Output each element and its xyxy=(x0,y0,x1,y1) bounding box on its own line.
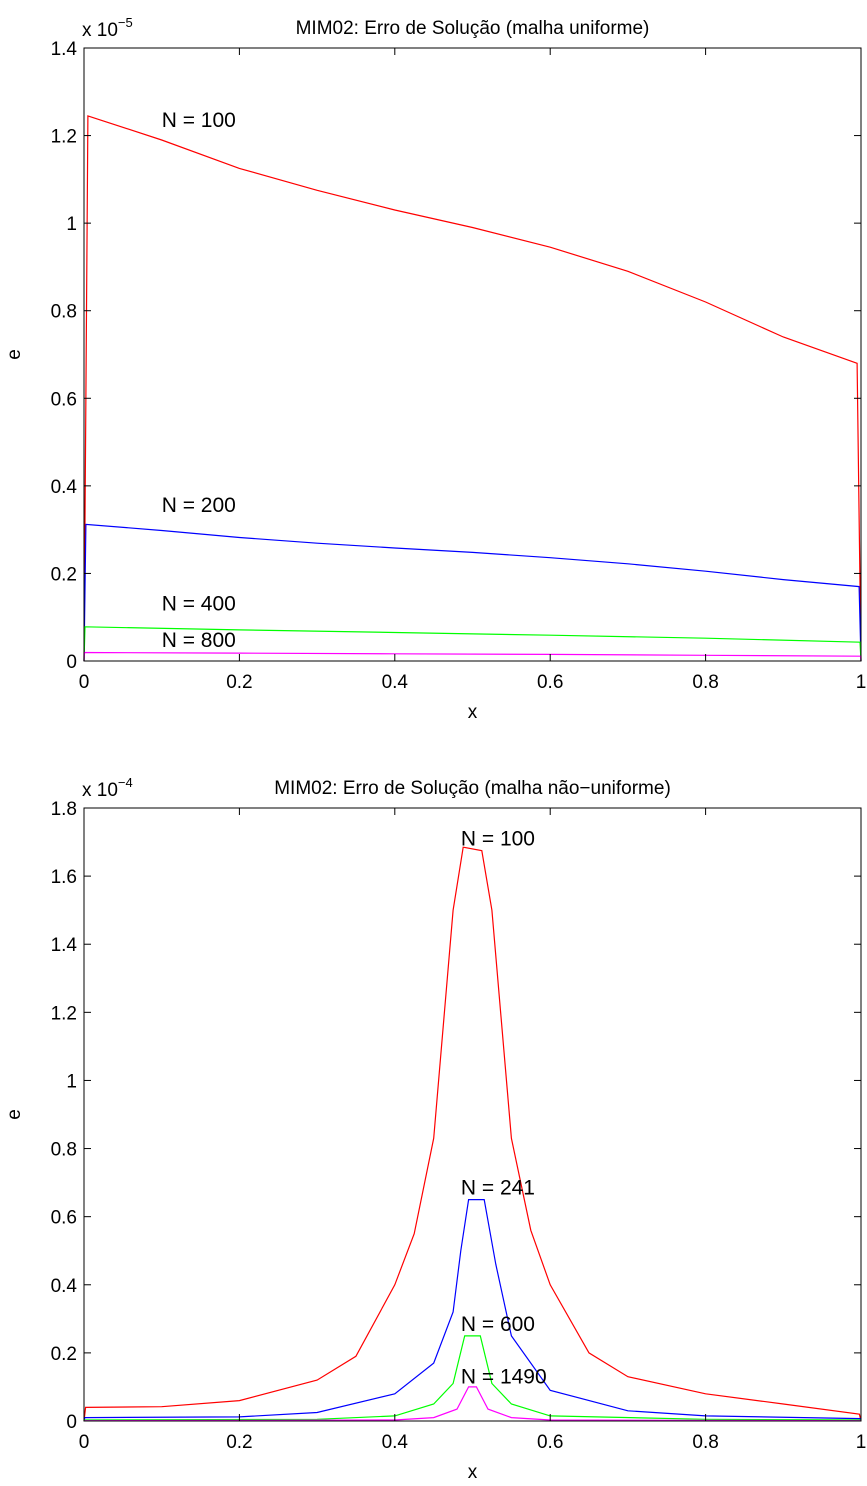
y-tick-label: 1 xyxy=(66,1071,77,1092)
y-tick-label: 1 xyxy=(66,214,77,235)
chart-1: 0 0.2 0.4 0.6 0.8 1 0 0.2 0.4 0.6 0.8 1 1.2 1.4x 10−5… xyxy=(4,15,866,723)
y-tick-label: 0.8 xyxy=(51,302,77,323)
y-exponent-power: −5 xyxy=(118,15,133,30)
x-tick-label: 0.8 xyxy=(692,672,718,693)
y-tick-label: 0 xyxy=(66,1412,77,1433)
y-tick-label: 1.4 xyxy=(51,935,78,956)
x-tick-label: 0.8 xyxy=(692,1432,718,1453)
x-axis-label: x xyxy=(468,1462,478,1483)
series-annotation: N = 600 xyxy=(461,1313,535,1336)
x-tick-label: 0.6 xyxy=(537,672,563,693)
y-tick-label: 0.2 xyxy=(51,1344,77,1365)
y-tick-label: 1.8 xyxy=(51,799,77,820)
x-tick-label: 0 xyxy=(79,672,90,693)
y-tick-label: 1.2 xyxy=(51,1003,77,1024)
y-tick-label: 0.8 xyxy=(51,1140,77,1161)
series-annotation: N = 1490 xyxy=(461,1366,547,1389)
y-tick-label: 0.4 xyxy=(51,1276,78,1297)
y-axis-label: e xyxy=(4,1109,25,1120)
y-tick-label: 0.4 xyxy=(51,477,78,498)
x-tick-label: 0.4 xyxy=(382,1432,409,1453)
y-tick-label: 0.6 xyxy=(51,1208,77,1229)
y-tick-label: 0 xyxy=(66,652,77,673)
series-annotation: N = 100 xyxy=(162,109,236,132)
series-annotation: N = 100 xyxy=(461,827,535,850)
y-tick-label: 0.2 xyxy=(51,564,77,585)
y-tick-label: 0.6 xyxy=(51,389,77,410)
x-axis-label: x xyxy=(468,702,478,723)
y-tick-label: 1.4 xyxy=(51,39,78,60)
axes-frame xyxy=(84,48,861,661)
x-tick-label: 0.6 xyxy=(537,1432,563,1453)
y-exponent-power: −4 xyxy=(118,775,133,790)
y-exponent-label: x 10−5 xyxy=(82,15,133,41)
y-tick-label: 1.2 xyxy=(51,127,77,148)
series-line xyxy=(84,653,861,662)
series-annotation: N = 241 xyxy=(461,1177,535,1200)
x-tick-label: 0.2 xyxy=(226,672,252,693)
x-tick-label: 1 xyxy=(856,1432,867,1453)
series-annotation: N = 400 xyxy=(162,593,236,616)
y-exponent-label: x 10−4 xyxy=(82,775,133,801)
x-tick-label: 1 xyxy=(856,672,867,693)
x-tick-label: 0 xyxy=(79,1432,90,1453)
chart-title: MIM02: Erro de Solução (malha uniforme) xyxy=(296,18,650,39)
series-annotation: N = 200 xyxy=(162,494,236,517)
y-tick-label: 1.6 xyxy=(51,867,77,888)
chart-2: 0 0.2 0.4 0.6 0.8 1 0 0.2 0.4 0.6 0.8 1 1.2 1.4 1.6 1.8… xyxy=(4,775,866,1483)
y-axis-label: e xyxy=(4,349,25,360)
series-line xyxy=(84,116,861,661)
x-tick-label: 0.2 xyxy=(226,1432,252,1453)
series-annotation: N = 800 xyxy=(162,629,236,652)
chart-title: MIM02: Erro de Solução (malha não−unifor… xyxy=(274,778,671,799)
x-tick-label: 0.4 xyxy=(382,672,409,693)
